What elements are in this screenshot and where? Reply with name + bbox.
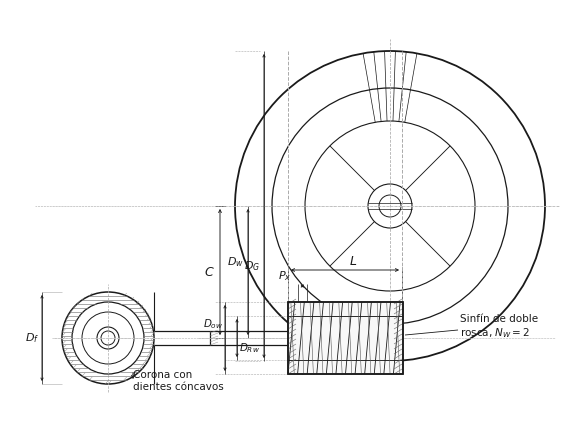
Text: Corona con
dientes cóncavos: Corona con dientes cóncavos <box>133 370 224 392</box>
Bar <box>288 302 403 374</box>
Text: $P_x$: $P_x$ <box>278 269 292 283</box>
Text: $C$: $C$ <box>204 265 215 278</box>
Text: Sinfín de doble
rosca, $N_W = 2$: Sinfín de doble rosca, $N_W = 2$ <box>460 314 538 340</box>
Text: $D_w$: $D_w$ <box>227 255 244 269</box>
Text: $D_{ow}$: $D_{ow}$ <box>202 317 223 331</box>
Bar <box>288 302 403 374</box>
Text: $D_{Rw}$: $D_{Rw}$ <box>239 341 260 355</box>
Text: $D_G$: $D_G$ <box>244 259 260 273</box>
Text: $L$: $L$ <box>349 255 357 268</box>
Text: $D_f$: $D_f$ <box>25 331 39 345</box>
